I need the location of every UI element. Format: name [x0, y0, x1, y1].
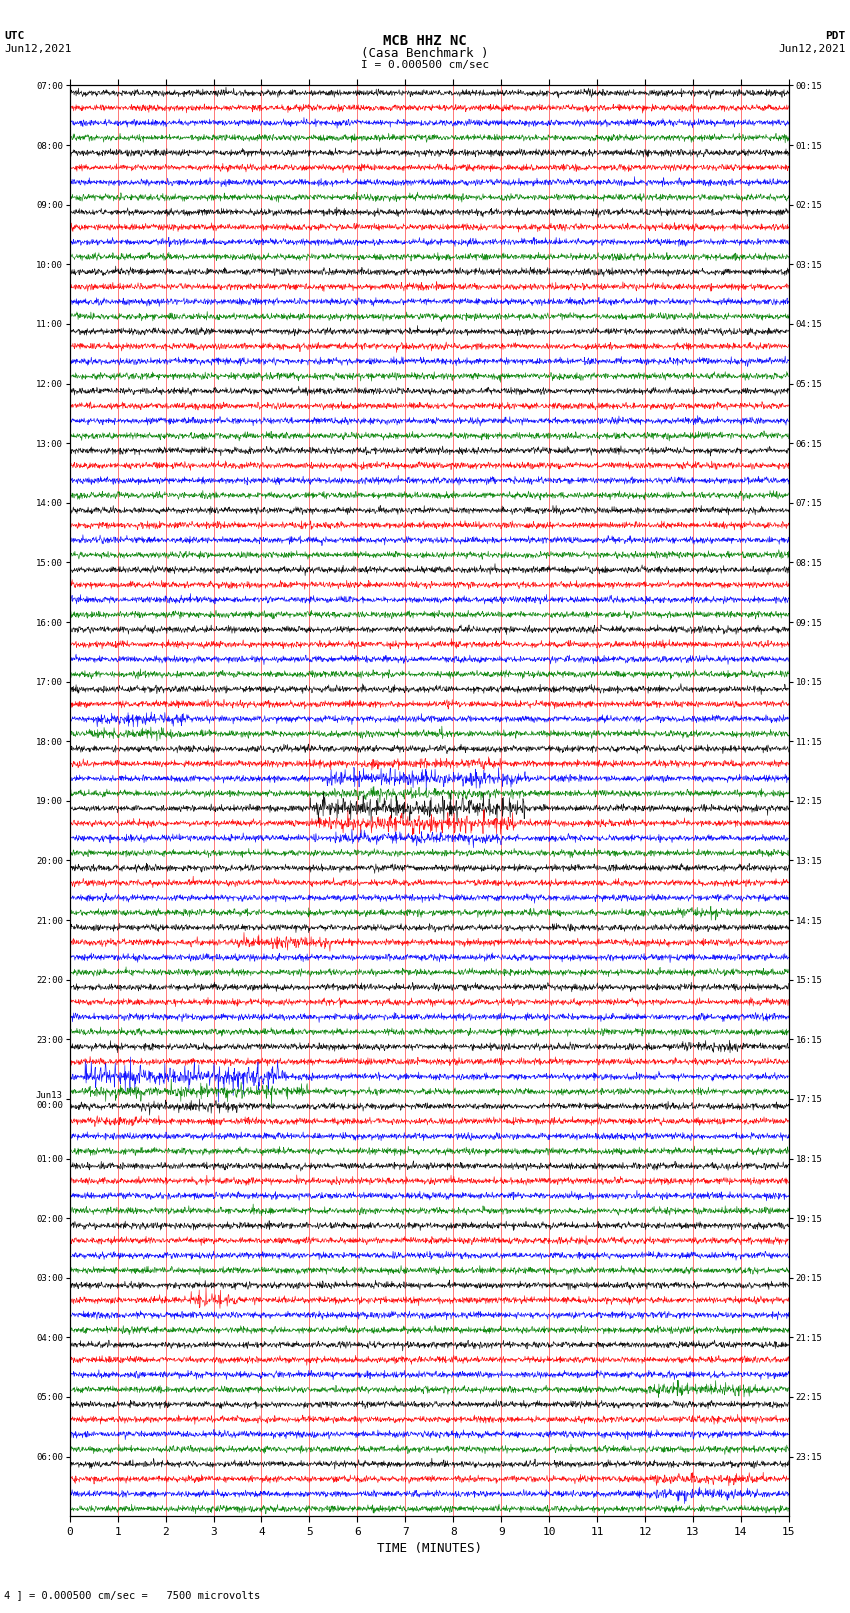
- Text: MCB HHZ NC: MCB HHZ NC: [383, 34, 467, 48]
- X-axis label: TIME (MINUTES): TIME (MINUTES): [377, 1542, 482, 1555]
- Text: Jun12,2021: Jun12,2021: [779, 44, 846, 53]
- Text: (Casa Benchmark ): (Casa Benchmark ): [361, 47, 489, 60]
- Text: 4 ] = 0.000500 cm/sec =   7500 microvolts: 4 ] = 0.000500 cm/sec = 7500 microvolts: [4, 1590, 260, 1600]
- Text: PDT: PDT: [825, 31, 846, 40]
- Text: Jun12,2021: Jun12,2021: [4, 44, 71, 53]
- Text: I = 0.000500 cm/sec: I = 0.000500 cm/sec: [361, 60, 489, 69]
- Text: UTC: UTC: [4, 31, 25, 40]
